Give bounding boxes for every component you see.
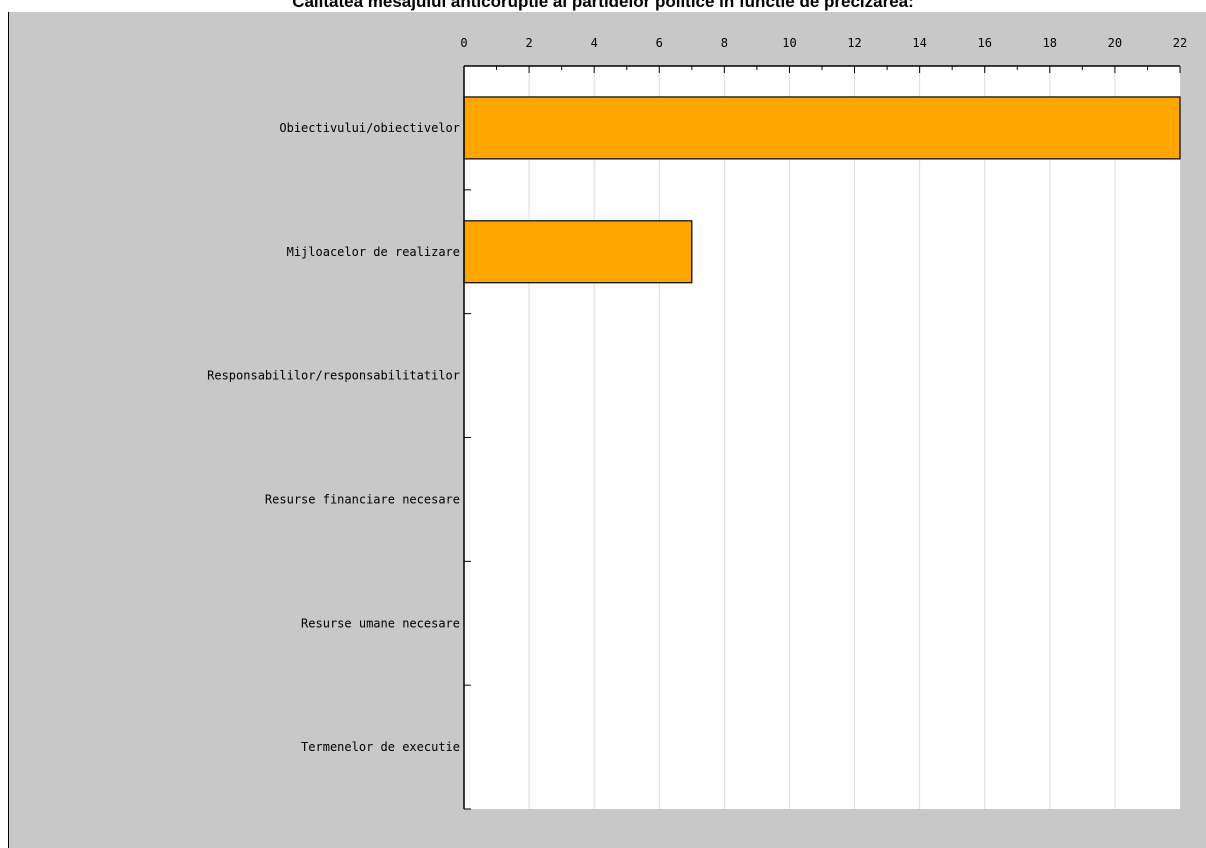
x-tick-label-4: 8: [721, 36, 728, 50]
x-tick-label-3: 6: [656, 36, 663, 50]
x-tick-label-11: 22: [1173, 36, 1187, 50]
chart-frame: 0 2 4 6 8 10 12 14 16 18 20 22 Obiectivului/obiectiv…: [8, 12, 1206, 848]
category-label-4: Resurse umane necesare: [301, 616, 460, 630]
x-tick-label-7: 14: [912, 36, 926, 50]
x-tick-label-10: 20: [1108, 36, 1122, 50]
category-label-1: Mijloacelor de realizare: [287, 245, 460, 259]
category-label-0: Obiectivului/obiectivelor: [279, 121, 460, 135]
x-tick-label-8: 16: [978, 36, 992, 50]
bar-chart: 0 2 4 6 8 10 12 14 16 18 20 22 Obiectivului/obiectiv…: [8, 12, 1206, 848]
bar-1: [463, 220, 693, 284]
x-tick-label-2: 4: [591, 36, 598, 50]
x-tick-label-5: 10: [782, 36, 796, 50]
category-label-3: Resurse financiare necesare: [265, 492, 460, 506]
x-tick-label-6: 12: [847, 36, 861, 50]
category-label-5: Termenelor de executie: [301, 740, 460, 754]
bar-0: [463, 96, 1181, 160]
x-tick-label-9: 18: [1043, 36, 1057, 50]
x-tick-label-1: 2: [525, 36, 532, 50]
category-label-2: Responsabililor/responsabilitatilor: [207, 369, 460, 383]
x-tick-label-0: 0: [460, 36, 467, 50]
chart-title: Calitatea mesajului anticoruptie al part…: [292, 0, 914, 11]
plot-area: [464, 66, 1180, 809]
